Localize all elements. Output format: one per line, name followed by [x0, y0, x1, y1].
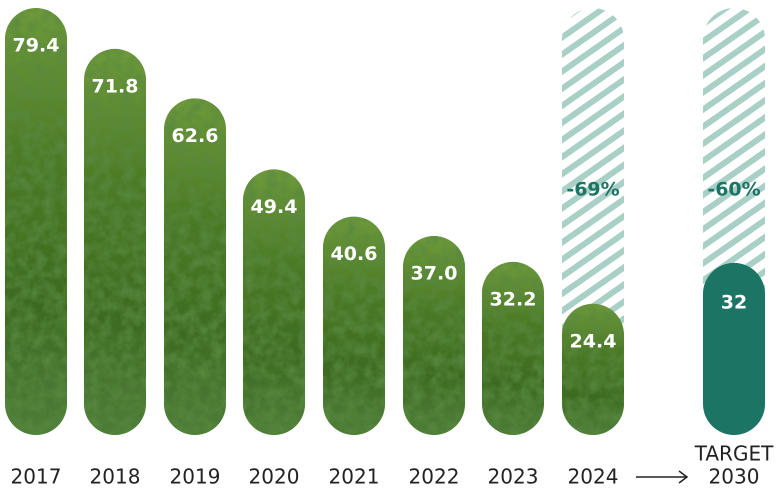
bar: [562, 303, 624, 435]
bar: [403, 236, 465, 435]
x-tick-label: 2022: [409, 465, 460, 489]
arrow-head: [678, 470, 689, 484]
value-label: 62.6: [172, 125, 219, 147]
bar: [84, 48, 146, 436]
x-tick-label: 2024: [568, 465, 619, 489]
x-tick-label: 2021: [329, 465, 380, 489]
x-tick-label: 2023: [488, 465, 539, 489]
annotation: -60%: [707, 179, 760, 201]
bar: [164, 98, 226, 436]
value-label: 71.8: [92, 75, 139, 97]
value-label: 32.2: [490, 288, 537, 310]
value-label: 32: [721, 291, 747, 313]
x-tick-label: 2020: [249, 465, 300, 489]
x-tick-label: 2018: [90, 465, 141, 489]
bars: 79.4 2017 71.8 2018 62.6 2019 49.4 2020 40.6 2021…: [5, 8, 774, 489]
bar: [482, 261, 544, 435]
value-label: 49.4: [251, 196, 298, 218]
value-label: 24.4: [570, 330, 617, 352]
target-label: TARGET: [694, 442, 774, 466]
bar: [703, 262, 765, 435]
x-tick-label: 2030: [709, 465, 760, 489]
x-tick-label: 2019: [170, 465, 221, 489]
bar: [5, 8, 67, 435]
bar: [323, 216, 385, 435]
bar: [243, 169, 305, 435]
value-label: 40.6: [331, 243, 378, 265]
value-label: 37.0: [411, 263, 458, 285]
value-label: 79.4: [13, 35, 60, 57]
x-tick-label: 2017: [11, 465, 62, 489]
annotation: -69%: [566, 179, 619, 201]
